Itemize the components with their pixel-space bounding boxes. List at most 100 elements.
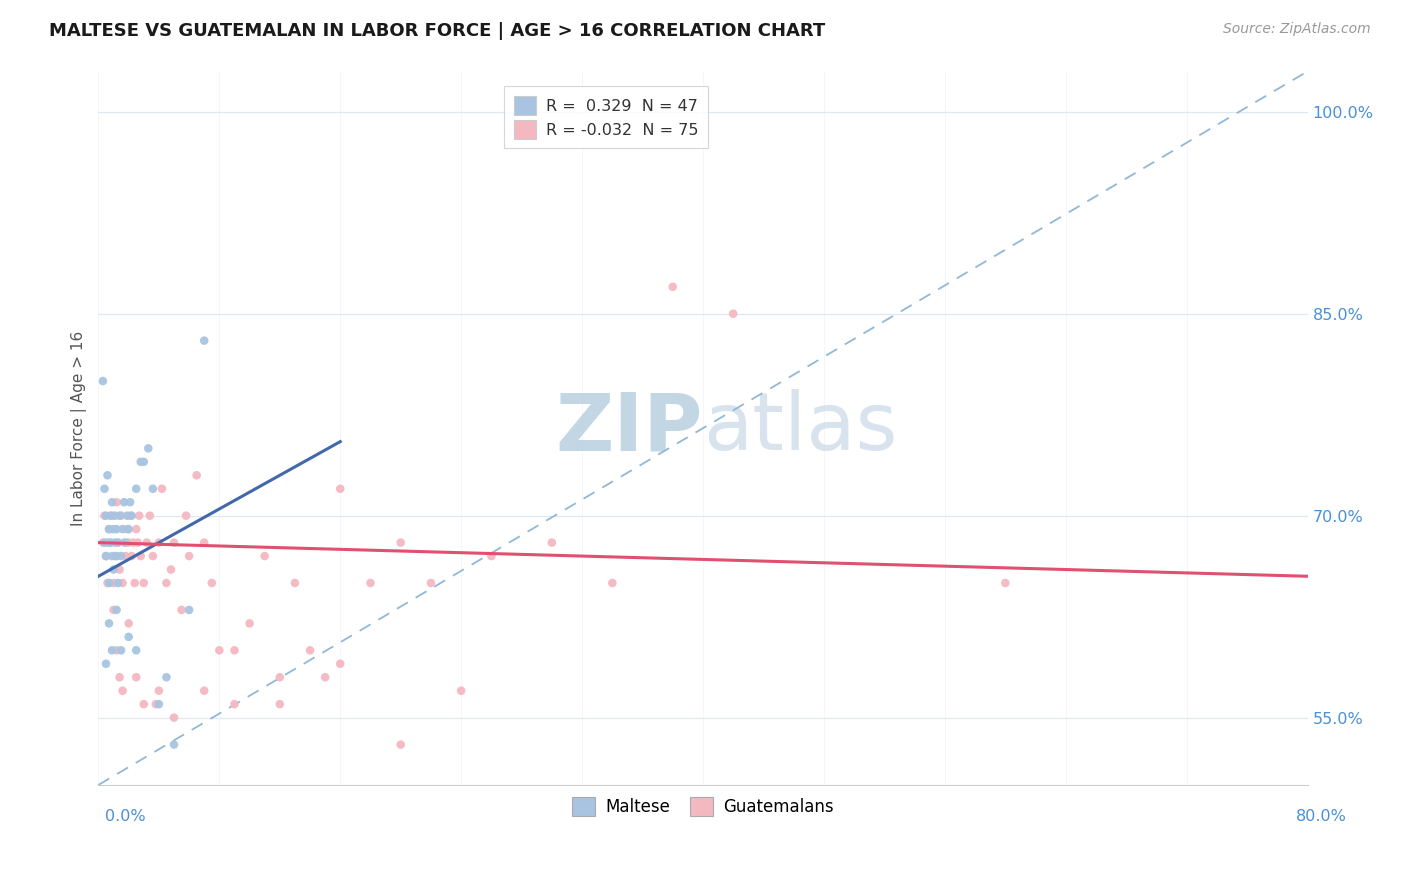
Point bbox=[110, 549, 132, 563]
Text: 80.0%: 80.0% bbox=[1296, 809, 1347, 823]
Point bbox=[94, 549, 117, 563]
Point bbox=[329, 482, 352, 496]
Point bbox=[208, 643, 231, 657]
Point bbox=[120, 495, 142, 509]
Point bbox=[103, 576, 125, 591]
Point bbox=[124, 576, 146, 591]
Point bbox=[114, 535, 136, 549]
Point bbox=[96, 535, 118, 549]
Point bbox=[104, 535, 127, 549]
Point bbox=[122, 535, 145, 549]
Point bbox=[98, 616, 121, 631]
Point bbox=[91, 535, 114, 549]
Point bbox=[121, 549, 143, 563]
Point bbox=[107, 535, 129, 549]
Point bbox=[125, 522, 148, 536]
Point bbox=[93, 508, 115, 523]
Point bbox=[201, 576, 224, 591]
Point bbox=[186, 468, 208, 483]
Point bbox=[104, 508, 127, 523]
Point bbox=[93, 482, 115, 496]
Point bbox=[127, 535, 149, 549]
Point bbox=[112, 535, 135, 549]
Point bbox=[224, 697, 246, 711]
Point bbox=[107, 535, 129, 549]
Point bbox=[118, 522, 141, 536]
Point bbox=[96, 576, 118, 591]
Point bbox=[91, 374, 114, 388]
Point bbox=[193, 535, 215, 549]
Point bbox=[105, 603, 128, 617]
Point bbox=[94, 657, 117, 671]
Point bbox=[100, 535, 122, 549]
Point bbox=[101, 508, 124, 523]
Point bbox=[163, 535, 186, 549]
Point bbox=[481, 549, 503, 563]
Point bbox=[96, 468, 118, 483]
Point bbox=[103, 562, 125, 576]
Point bbox=[148, 697, 170, 711]
Point bbox=[98, 576, 121, 591]
Point bbox=[103, 603, 125, 617]
Point bbox=[128, 508, 150, 523]
Point bbox=[132, 697, 155, 711]
Point bbox=[98, 522, 121, 536]
Text: MALTESE VS GUATEMALAN IN LABOR FORCE | AGE > 16 CORRELATION CHART: MALTESE VS GUATEMALAN IN LABOR FORCE | A… bbox=[49, 22, 825, 40]
Point bbox=[93, 535, 115, 549]
Point bbox=[105, 495, 128, 509]
Legend: Maltese, Guatemalans: Maltese, Guatemalans bbox=[565, 790, 841, 823]
Point bbox=[193, 334, 215, 348]
Point bbox=[723, 307, 745, 321]
Text: 0.0%: 0.0% bbox=[105, 809, 146, 823]
Point bbox=[120, 508, 142, 523]
Point bbox=[284, 576, 307, 591]
Point bbox=[118, 616, 141, 631]
Point bbox=[163, 711, 186, 725]
Point bbox=[239, 616, 262, 631]
Point bbox=[107, 576, 129, 591]
Point bbox=[142, 549, 165, 563]
Point bbox=[125, 670, 148, 684]
Point bbox=[114, 549, 136, 563]
Point bbox=[389, 738, 412, 752]
Point bbox=[98, 522, 121, 536]
Point bbox=[253, 549, 276, 563]
Point bbox=[602, 576, 624, 591]
Point bbox=[269, 670, 291, 684]
Point bbox=[179, 603, 201, 617]
Point bbox=[160, 562, 183, 576]
Point bbox=[360, 576, 382, 591]
Point bbox=[112, 495, 135, 509]
Point bbox=[115, 508, 138, 523]
Point bbox=[994, 576, 1017, 591]
Point bbox=[224, 643, 246, 657]
Point bbox=[148, 535, 170, 549]
Point bbox=[121, 508, 143, 523]
Point bbox=[101, 643, 124, 657]
Point bbox=[155, 576, 177, 591]
Point bbox=[148, 683, 170, 698]
Point bbox=[661, 280, 683, 294]
Point bbox=[111, 576, 134, 591]
Point bbox=[129, 455, 152, 469]
Point bbox=[299, 643, 322, 657]
Point bbox=[174, 508, 197, 523]
Point bbox=[540, 535, 562, 549]
Point bbox=[125, 482, 148, 496]
Point bbox=[135, 535, 157, 549]
Point bbox=[125, 643, 148, 657]
Text: Source: ZipAtlas.com: Source: ZipAtlas.com bbox=[1223, 22, 1371, 37]
Point bbox=[420, 576, 443, 591]
Point bbox=[329, 657, 352, 671]
Point bbox=[145, 697, 167, 711]
Point bbox=[139, 508, 162, 523]
Point bbox=[101, 495, 124, 509]
Point bbox=[118, 535, 141, 549]
Y-axis label: In Labor Force | Age > 16: In Labor Force | Age > 16 bbox=[72, 331, 87, 525]
Point bbox=[110, 643, 132, 657]
Point bbox=[450, 683, 472, 698]
Point bbox=[100, 508, 122, 523]
Point bbox=[108, 670, 131, 684]
Point bbox=[105, 522, 128, 536]
Point bbox=[136, 442, 159, 456]
